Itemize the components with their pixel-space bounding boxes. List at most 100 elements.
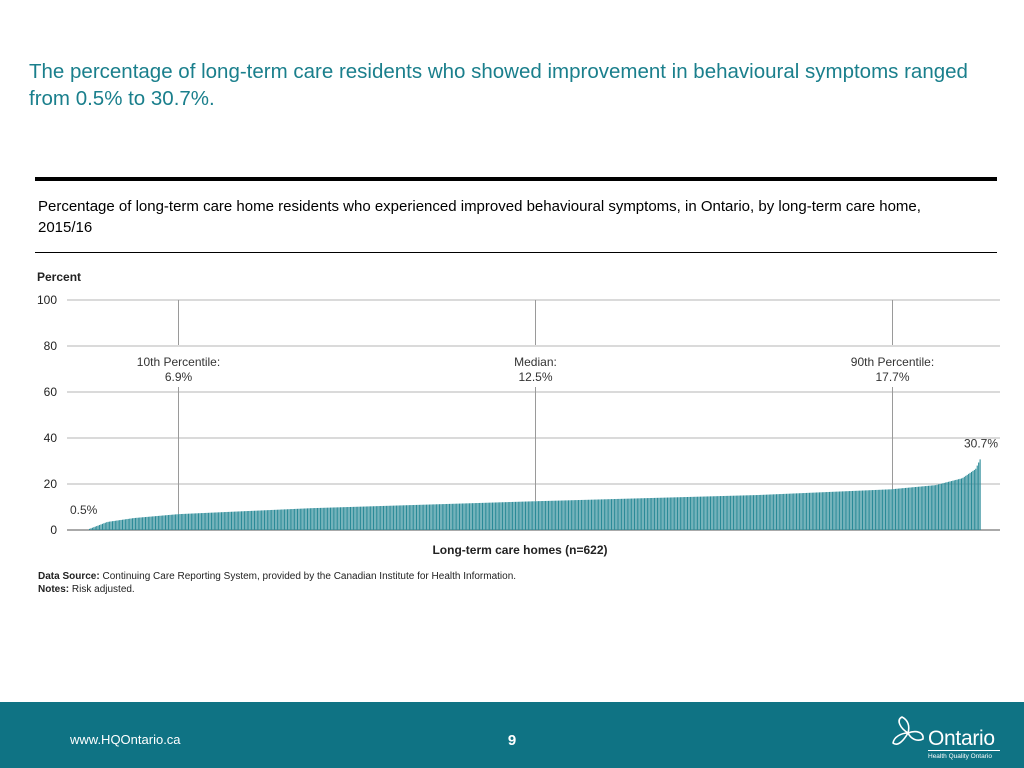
bar	[831, 491, 833, 530]
bar	[212, 512, 214, 530]
bar	[549, 500, 551, 530]
bar	[242, 511, 244, 530]
bar	[907, 487, 909, 530]
bar	[226, 511, 228, 530]
bar	[750, 495, 752, 530]
bar	[393, 505, 395, 530]
y-axis-label: Percent	[37, 270, 81, 284]
bar	[358, 506, 360, 530]
bar	[874, 489, 876, 530]
bar	[263, 510, 266, 530]
bar	[322, 507, 324, 530]
bar	[814, 492, 816, 530]
y-tick-label: 100	[37, 293, 57, 307]
bar	[727, 495, 729, 530]
bar	[286, 509, 288, 530]
bar	[519, 501, 521, 530]
bar	[464, 503, 466, 530]
bar	[315, 508, 317, 530]
bar	[580, 499, 582, 530]
bar	[246, 511, 248, 530]
bar	[623, 498, 625, 530]
bar	[120, 519, 122, 530]
bar	[932, 485, 934, 530]
bar	[311, 508, 313, 530]
title-rule	[35, 252, 997, 253]
bar	[417, 504, 419, 530]
bar	[536, 501, 538, 530]
bar	[274, 509, 276, 530]
bar	[469, 503, 471, 530]
data-source-text: Continuing Care Reporting System, provid…	[102, 571, 517, 582]
bar	[761, 494, 763, 530]
bar	[864, 490, 866, 530]
bar	[830, 491, 832, 530]
bar	[674, 497, 676, 530]
bar	[223, 512, 225, 530]
bar	[639, 498, 641, 530]
bar	[646, 498, 648, 530]
bar	[236, 511, 238, 530]
bar	[715, 496, 717, 530]
website-link[interactable]: www.HQOntario.ca	[70, 732, 181, 747]
bar	[768, 494, 770, 530]
bar	[873, 490, 875, 530]
bar	[745, 495, 747, 530]
bar	[436, 504, 438, 530]
bar	[510, 501, 512, 530]
bar	[897, 488, 899, 530]
data-source-label: Data Source:	[38, 571, 100, 582]
bar	[586, 499, 588, 530]
bar	[189, 513, 191, 530]
bar	[361, 506, 363, 530]
y-tick-label: 40	[44, 431, 58, 445]
bar	[869, 490, 871, 530]
bar	[565, 500, 567, 530]
bar	[127, 518, 129, 530]
bar	[886, 489, 888, 530]
bar	[598, 499, 600, 530]
bar	[306, 508, 309, 530]
bar	[672, 497, 674, 530]
bar	[97, 525, 99, 530]
bar	[972, 470, 974, 530]
bar	[319, 507, 321, 530]
bar	[765, 494, 767, 530]
bar	[245, 511, 247, 530]
bar	[790, 493, 792, 530]
bar	[582, 499, 584, 530]
bar	[547, 500, 549, 530]
bar	[810, 492, 812, 530]
bar	[861, 490, 864, 530]
bar	[573, 500, 575, 530]
bar	[296, 508, 299, 530]
bar	[896, 488, 898, 530]
bar	[923, 486, 925, 530]
bar	[813, 492, 815, 530]
bar	[170, 514, 172, 530]
bar	[235, 511, 237, 530]
bar	[298, 508, 300, 530]
bar	[230, 511, 233, 530]
bar	[671, 497, 673, 530]
bar	[652, 497, 654, 530]
bar	[228, 511, 230, 530]
bar	[605, 499, 607, 530]
bar	[892, 489, 894, 530]
notes-line: Notes: Risk adjusted.	[38, 583, 516, 596]
bar	[535, 501, 537, 530]
reference-label-value: 6.9%	[165, 370, 193, 384]
bar	[517, 501, 519, 530]
bar	[755, 495, 757, 530]
bar	[922, 486, 924, 530]
bar	[550, 500, 552, 530]
bar	[351, 506, 353, 530]
bar	[414, 504, 416, 530]
bar	[208, 512, 210, 530]
bar	[476, 503, 478, 530]
bar	[458, 503, 461, 530]
bar	[970, 471, 973, 530]
bar	[443, 504, 445, 530]
bar	[748, 495, 750, 530]
bar	[486, 502, 488, 530]
